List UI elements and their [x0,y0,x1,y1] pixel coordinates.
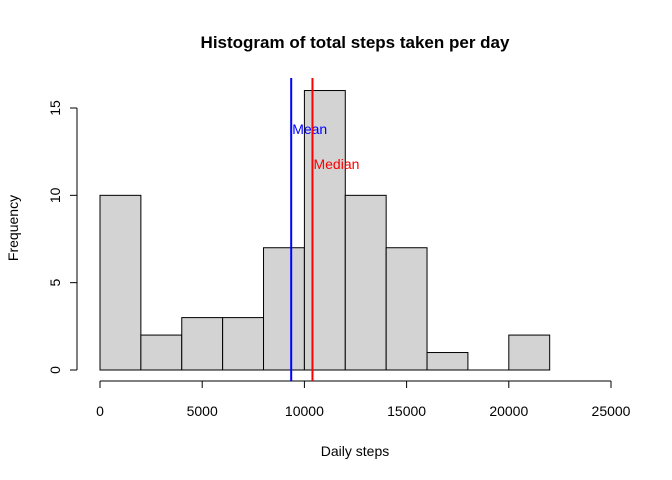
histogram-bar [426,352,469,371]
y-axis-label: Frequency [5,195,21,261]
histogram-bar [385,247,428,371]
x-tick-label: 0 [96,403,104,419]
reference-lines: Mean Median [290,78,359,381]
x-tick-label: 20000 [489,403,528,419]
x-axis: 0 5000 10000 15000 20000 25000 [96,380,631,419]
y-tick-label: 15 [47,100,63,116]
chart-title: Histogram of total steps taken per day [201,33,510,52]
x-tick-label: 5000 [187,403,218,419]
y-tick-label: 0 [47,366,63,374]
y-axis: 0 5 10 15 [47,100,78,374]
x-tick-label: 25000 [592,403,631,419]
y-tick-label: 5 [47,279,63,287]
histogram-bar [303,90,346,371]
bars [99,90,551,371]
histogram-bar [263,247,305,371]
x-axis-label: Daily steps [321,443,389,459]
y-tick-label: 10 [47,187,63,203]
histogram-bar [222,317,265,371]
histogram-bar [508,334,551,371]
histogram-bar [99,194,142,371]
histogram-bar [344,194,387,371]
x-tick-label: 15000 [387,403,426,419]
x-tick-label: 10000 [285,403,324,419]
median-label: Median [313,156,359,172]
mean-label: Mean [292,121,327,137]
histogram-bar [181,317,224,371]
histogram-bar [140,334,183,371]
